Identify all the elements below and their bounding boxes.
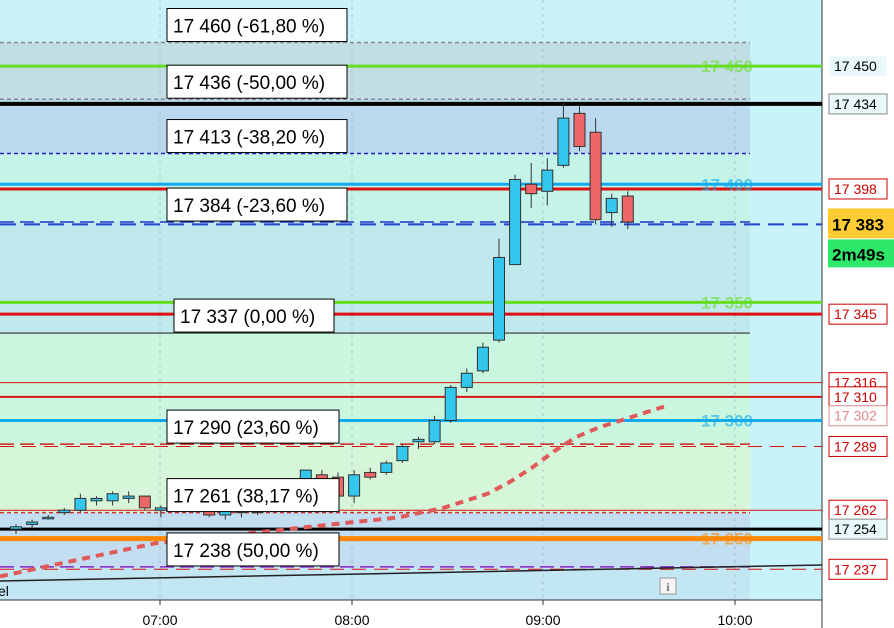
candle-bearish — [138, 495, 151, 509]
price-tag: 17 310 — [834, 389, 877, 405]
fib-label-box — [166, 409, 340, 444]
candle-bullish — [380, 462, 393, 473]
fib-label: 17 460 (-61,80 %) — [173, 17, 325, 38]
candle-bearish — [573, 112, 586, 147]
fib-label-box — [166, 187, 348, 222]
fib-label: 17 384 (-23,60 %) — [173, 196, 325, 217]
round-level-label: 17 450 — [701, 57, 753, 76]
fib-zone — [0, 42, 750, 100]
price-tag-box — [828, 558, 888, 580]
fib-label: 17 261 (38,17 %) — [173, 487, 319, 508]
price-tag-box — [828, 435, 888, 457]
price-tag: 17 289 — [834, 438, 877, 454]
candle-bullish — [348, 474, 361, 497]
candles — [10, 101, 634, 534]
candle-bullish — [605, 197, 618, 214]
left-edge-label: el — [0, 583, 9, 599]
candle-bullish — [396, 445, 409, 462]
candle-bullish — [58, 509, 71, 514]
info-icon-glyph: i — [666, 580, 670, 594]
candle-bullish — [412, 438, 425, 443]
fib-zone-bottom — [0, 566, 750, 600]
fib-zone — [0, 333, 750, 445]
fib-label: 17 337 (0,00 %) — [180, 307, 315, 328]
round-level-label: 17 250 — [701, 530, 753, 549]
candle-bearish — [621, 195, 634, 223]
price-tag-box — [828, 303, 888, 325]
candle-bullish — [541, 169, 554, 192]
fib-label-box — [166, 532, 340, 567]
fib-label: 17 413 (-38,20 %) — [173, 128, 325, 149]
candle-bullish — [90, 497, 103, 502]
candle-bearish — [525, 183, 538, 195]
candle-bullish — [42, 516, 55, 520]
fib-label-box — [166, 64, 348, 99]
round-level-label: 17 300 — [701, 411, 753, 430]
price-tag-box — [828, 518, 888, 540]
level-lines — [0, 41, 823, 582]
future-zone — [750, 0, 822, 600]
misc: i el — [0, 577, 677, 599]
price-tag-box — [828, 405, 888, 427]
fib-label-box — [166, 478, 340, 513]
round-level-label: 17 350 — [701, 293, 753, 312]
price-tag: 17 302 — [834, 408, 877, 424]
price-tag: 17 398 — [834, 181, 877, 197]
moving-average-line — [0, 404, 666, 579]
price-tag-box — [828, 55, 888, 77]
price-tag: 17 450 — [834, 58, 877, 74]
trend-line — [0, 564, 823, 582]
candle-bullish — [460, 372, 473, 388]
fib-label: 17 238 (50,00 %) — [173, 541, 319, 562]
candle-bullish — [10, 526, 22, 530]
candle-bullish — [74, 497, 87, 511]
time-label: 08:00 — [334, 612, 369, 628]
fib-labels: 17 460 (-61,80 %) 17 436 (-50,00 %) 17 413… — [166, 8, 348, 567]
candle-bullish — [509, 179, 522, 266]
fib-zone — [0, 99, 750, 154]
price-tag-box — [828, 178, 888, 200]
price-tag: 17 345 — [834, 306, 877, 322]
candle-bullish — [26, 521, 39, 525]
candle-bullish — [476, 346, 489, 372]
fib-label: 17 436 (-50,00 %) — [173, 73, 325, 94]
candle-bullish — [493, 256, 505, 341]
countdown-box — [828, 239, 894, 268]
fib-zone — [0, 444, 750, 513]
time-label: 09:00 — [525, 612, 560, 628]
price-tag: 17 262 — [834, 502, 877, 518]
candle-bearish — [589, 131, 602, 221]
time-axis-background — [0, 600, 822, 628]
fib-label-box — [166, 119, 348, 154]
candle-bullish — [122, 495, 135, 499]
candle-bullish — [428, 419, 441, 443]
price-tag-box — [828, 93, 888, 115]
time-axis: 07:00 08:00 09:00 10:00 — [142, 600, 753, 628]
price-tag: 17 237 — [834, 561, 877, 577]
current-price-box — [828, 208, 894, 239]
level-labels: 17 450 17 400 17 350 17 300 17 250 — [701, 57, 753, 548]
candle-bullish — [557, 117, 570, 166]
time-label: 07:00 — [142, 612, 177, 628]
candle-bullish — [444, 386, 457, 421]
candle-bearish — [364, 471, 377, 478]
price-tag: 17 434 — [834, 96, 877, 112]
current-price-tag: 17 383 — [832, 215, 884, 234]
time-label: 10:00 — [717, 612, 752, 628]
fib-label-box — [166, 8, 348, 43]
candle-bullish — [154, 507, 167, 511]
fib-zone — [0, 222, 750, 334]
info-icon[interactable] — [659, 577, 677, 595]
candle-bullish — [106, 493, 119, 502]
fib-label-box — [173, 298, 335, 333]
moving-average — [0, 404, 666, 579]
round-level-label: 17 400 — [701, 175, 753, 194]
fib-label: 17 290 (23,60 %) — [173, 418, 319, 439]
countdown-text: 2m49s — [832, 245, 885, 264]
price-tag: 17 254 — [834, 521, 877, 537]
